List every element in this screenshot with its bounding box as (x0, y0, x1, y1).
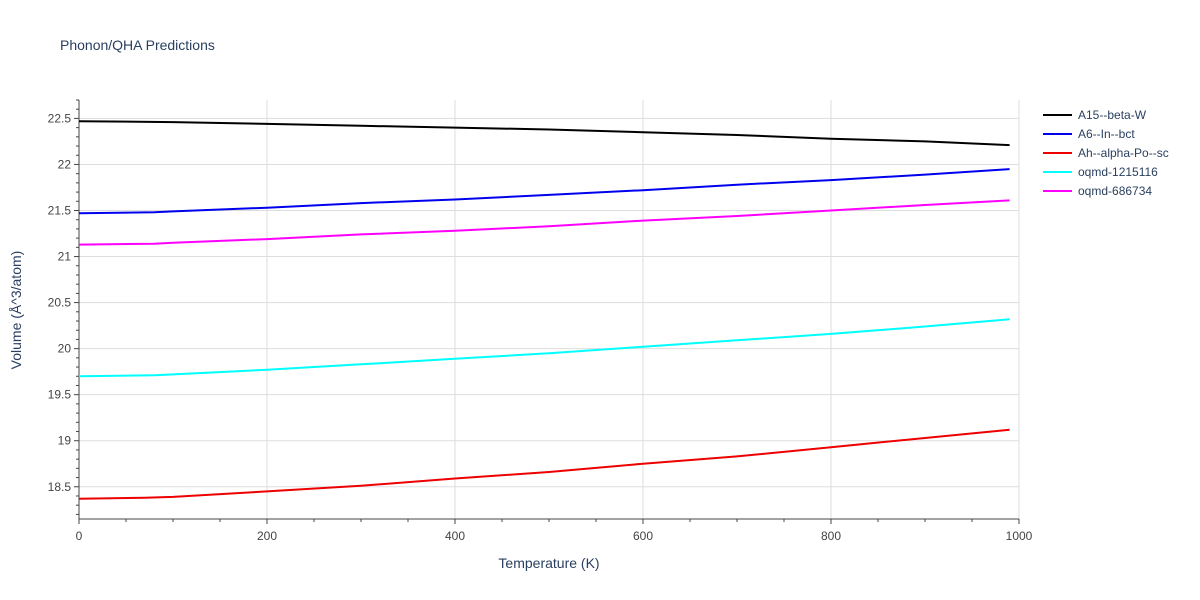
y-tick-label: 19 (58, 434, 72, 448)
axes: 0 200 400 600 800 1000 18.5 19 19.5 20 20.5 21 21.5 2… (48, 99, 1033, 543)
y-tick-label: 19.5 (48, 388, 72, 402)
y-axis-title: Volume (Å^3/atom) (8, 251, 24, 370)
legend-label: A6--In--bct (1078, 127, 1135, 141)
x-axis-title: Temperature (K) (498, 555, 599, 571)
x-tick-label: 0 (76, 529, 83, 543)
x-tick-label: 1000 (1006, 529, 1033, 543)
grid-lines (79, 100, 1020, 519)
legend-item-2[interactable]: Ah--alpha-Po--sc (1043, 146, 1169, 160)
series-line-1[interactable] (78, 168, 1010, 215)
legend-label: oqmd-686734 (1078, 184, 1152, 198)
y-tick-label: 22.5 (48, 111, 72, 125)
series-line-3[interactable] (78, 318, 1010, 378)
series-lines (78, 120, 1010, 500)
y-tick-label: 20.5 (48, 296, 72, 310)
chart-title: Phonon/QHA Predictions (60, 37, 215, 53)
legend-item-4[interactable]: oqmd-686734 (1043, 184, 1152, 198)
series-line-2[interactable] (78, 428, 1010, 500)
x-tick-label: 600 (633, 529, 653, 543)
x-tick-label: 800 (821, 529, 841, 543)
legend-item-1[interactable]: A6--In--bct (1043, 127, 1135, 141)
legend[interactable]: A15--beta-W A6--In--bct Ah--alpha-Po--sc oq… (1043, 108, 1169, 198)
legend-label: oqmd-1215116 (1078, 165, 1158, 179)
y-tick-label: 21.5 (48, 204, 72, 218)
y-tick-label: 18.5 (48, 480, 72, 494)
y-tick-label: 21 (58, 250, 72, 264)
series-line-0[interactable] (78, 120, 1010, 147)
x-tick-label: 400 (445, 529, 465, 543)
series-line-4[interactable] (78, 199, 1010, 246)
y-tick-label: 20 (58, 342, 72, 356)
legend-item-3[interactable]: oqmd-1215116 (1043, 165, 1158, 179)
x-tick-label: 200 (257, 529, 277, 543)
legend-item-0[interactable]: A15--beta-W (1043, 108, 1147, 122)
legend-label: Ah--alpha-Po--sc (1078, 146, 1169, 160)
y-tick-label: 22 (58, 157, 72, 171)
legend-label: A15--beta-W (1078, 108, 1147, 122)
